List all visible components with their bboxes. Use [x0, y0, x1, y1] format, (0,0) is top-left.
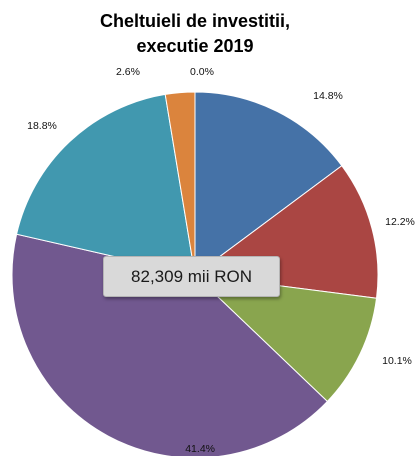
chart-title-line-2: executie 2019	[136, 36, 253, 56]
pie-slice-5	[164, 91, 196, 276]
pie-slice-2	[193, 274, 378, 403]
chart-title-line-1: Cheltuieli de investitii,	[100, 11, 290, 31]
slice-label-2: 10.1%	[382, 355, 412, 367]
slice-label-1: 12.2%	[385, 216, 415, 228]
pie-slice-4	[16, 93, 196, 276]
pie-slice-3	[11, 233, 329, 459]
slice-label-3: 41.4%	[185, 443, 215, 455]
slice-label-6: 0.0%	[190, 66, 214, 78]
total-label-box: 82,309 mii RON	[103, 256, 280, 297]
slice-label-0: 14.8%	[313, 90, 343, 102]
slice-label-5: 2.6%	[116, 66, 140, 78]
pie-slice-0	[194, 91, 343, 276]
total-label: 82,309 mii RON	[131, 266, 252, 286]
slice-label-4: 18.8%	[27, 120, 57, 132]
pie-labels: 14.8% 12.2% 10.1% 41.4% 18.8% 2.6% 0.0%	[27, 66, 415, 455]
